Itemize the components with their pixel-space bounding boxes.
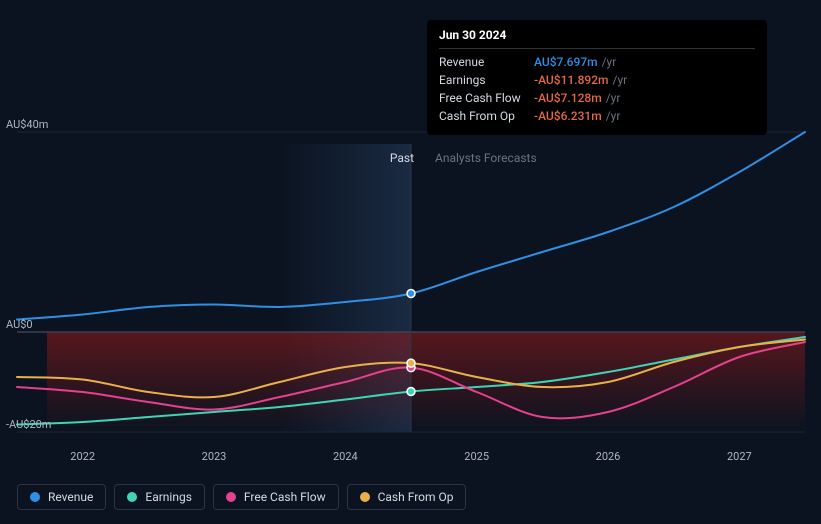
x-tick-label: 2024 — [333, 450, 358, 463]
tooltip-row-label: Free Cash Flow — [439, 91, 534, 105]
legend-label: Free Cash Flow — [244, 490, 326, 504]
x-tick-label: 2022 — [70, 450, 95, 463]
tooltip-row: Earnings-AU$11.892m/yr — [439, 71, 755, 89]
x-tick-label: 2023 — [202, 450, 227, 463]
tooltip-row: Free Cash Flow-AU$7.128m/yr — [439, 89, 755, 107]
legend-item[interactable]: Revenue — [17, 484, 106, 510]
legend-label: Revenue — [48, 490, 93, 504]
y-tick-label: AU$0 — [6, 318, 33, 331]
forecast-label: Analysts Forecasts — [435, 151, 537, 165]
tooltip-row-value: AU$7.697m — [534, 55, 598, 69]
x-tick-label: 2025 — [464, 450, 489, 463]
tooltip-row-unit: /yr — [602, 55, 617, 69]
tooltip-row-label: Cash From Op — [439, 109, 534, 123]
legend-dot-icon — [127, 492, 137, 502]
tooltip-row-unit: /yr — [606, 91, 621, 105]
tooltip-row-value: -AU$7.128m — [534, 91, 602, 105]
tooltip-row-label: Revenue — [439, 55, 534, 69]
tooltip-row-value: -AU$6.231m — [534, 109, 602, 123]
y-tick-label: -AU$20m — [6, 418, 51, 431]
legend-item[interactable]: Cash From Op — [347, 484, 467, 510]
y-tick-label: AU$40m — [6, 118, 48, 131]
legend-dot-icon — [30, 492, 40, 502]
legend-dot-icon — [226, 492, 236, 502]
chart-tooltip: Jun 30 2024 RevenueAU$7.697m/yrEarnings-… — [427, 20, 767, 135]
x-tick-label: 2027 — [727, 450, 752, 463]
tooltip-row-label: Earnings — [439, 73, 534, 87]
x-tick-label: 2026 — [596, 450, 621, 463]
legend-dot-icon — [360, 492, 370, 502]
tooltip-row: Cash From Op-AU$6.231m/yr — [439, 107, 755, 125]
legend-label: Cash From Op — [378, 490, 454, 504]
chart-legend: Revenue Earnings Free Cash Flow Cash From O… — [17, 484, 466, 510]
tooltip-row-unit: /yr — [606, 109, 621, 123]
tooltip-row-unit: /yr — [613, 73, 628, 87]
tooltip-row: RevenueAU$7.697m/yr — [439, 53, 755, 71]
past-label: Past — [390, 151, 414, 165]
tooltip-row-value: -AU$11.892m — [534, 73, 609, 87]
legend-label: Earnings — [145, 490, 192, 504]
legend-item[interactable]: Earnings — [114, 484, 205, 510]
tooltip-title: Jun 30 2024 — [439, 28, 755, 49]
legend-item[interactable]: Free Cash Flow — [213, 484, 339, 510]
